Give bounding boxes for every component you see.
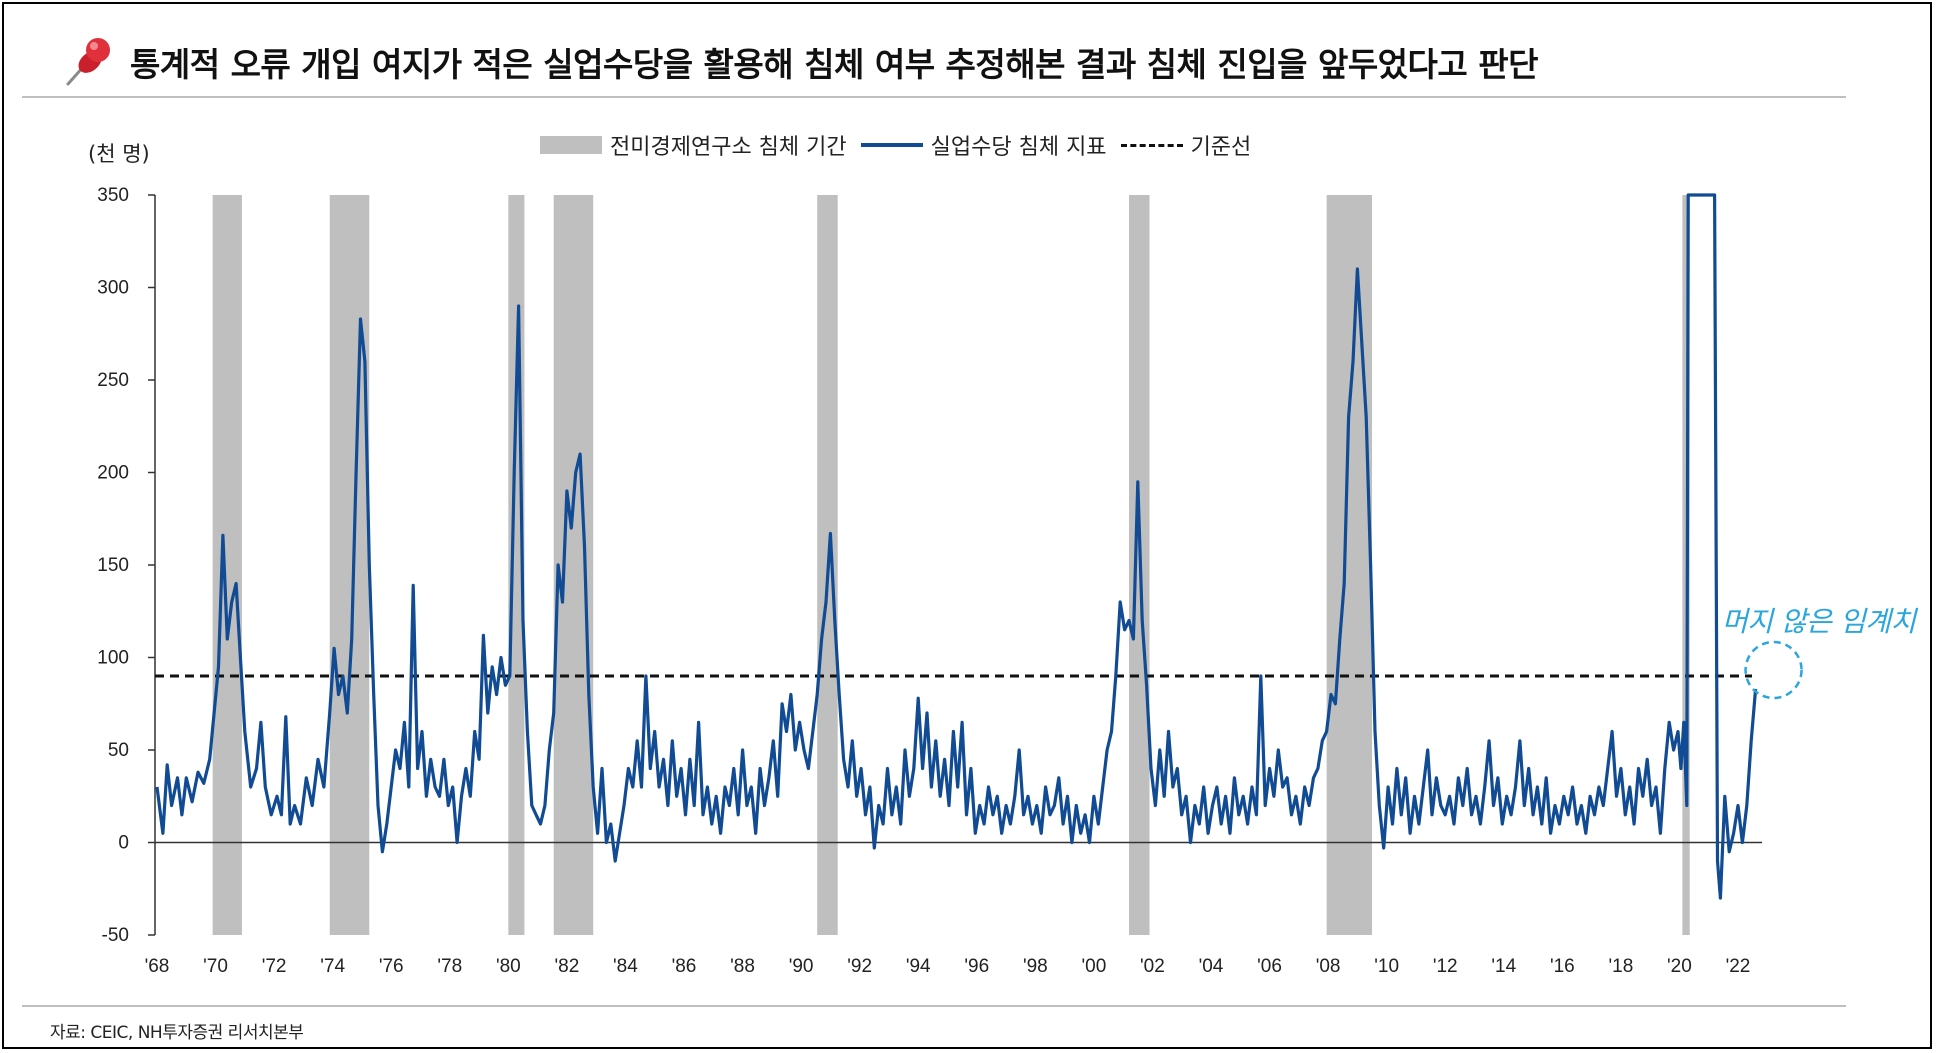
line-chart: 350 300 250 200 150 100 50 0 -50 '68 '70 '72 '74 '76 '… xyxy=(97,185,1803,977)
y-tick-label: 250 xyxy=(97,370,129,391)
x-tick-label: '22 xyxy=(1726,956,1751,977)
axes xyxy=(148,194,1762,936)
recession-band-1 xyxy=(212,195,242,935)
x-tick-label: '82 xyxy=(555,956,580,977)
x-tick-label: '98 xyxy=(1023,956,1048,977)
legend-swatch-recession xyxy=(540,136,602,154)
title-divider xyxy=(22,96,1846,98)
recession-bands xyxy=(212,195,1690,935)
recession-band-7 xyxy=(1326,195,1373,935)
x-tick-label: '78 xyxy=(437,956,462,977)
x-tick-label: '12 xyxy=(1433,956,1458,977)
y-tick-label: 100 xyxy=(97,648,129,669)
y-axis-unit-label: (천 명) xyxy=(88,142,150,166)
x-tick-label: '80 xyxy=(496,956,521,977)
x-tick-label: '74 xyxy=(320,956,345,977)
series-group xyxy=(155,193,1758,900)
title-bar: 통계적 오류 개입 여지가 적은 실업수당을 활용해 침체 여부 추정해본 결과… xyxy=(58,30,1846,96)
x-tick-label: '94 xyxy=(906,956,931,977)
y-tick-label: 0 xyxy=(118,833,129,854)
y-tick-label: 350 xyxy=(97,185,129,206)
legend-item-recession: 전미경제연구소 침체 기간 xyxy=(540,129,847,161)
tick-labels: 350 300 250 200 150 100 50 0 -50 '68 '70 '72 '74 '76 '… xyxy=(97,185,1750,977)
recession-band-2 xyxy=(329,195,370,935)
annotation-circle xyxy=(1744,640,1803,700)
x-tick-label: '96 xyxy=(964,956,989,977)
legend-item-indicator: 실업수당 침체 지표 xyxy=(860,129,1107,161)
x-tick-label: '04 xyxy=(1199,956,1224,977)
y-tick-label: 300 xyxy=(97,278,129,299)
legend-swatch-threshold xyxy=(1120,143,1183,147)
legend-item-threshold: 기준선 xyxy=(1120,129,1252,161)
source-note: 자료: CEIC, NH투자증권 리서치본부 xyxy=(50,1023,304,1043)
chart-legend: 전미경제연구소 침체 기간 실업수당 침체 지표 기준선 xyxy=(540,130,1265,160)
page-title: 통계적 오류 개입 여지가 적은 실업수당을 활용해 침체 여부 추정해본 결과… xyxy=(130,45,1538,84)
y-tick-label: 150 xyxy=(97,555,129,576)
x-tick-label: '92 xyxy=(847,956,872,977)
x-tick-label: '14 xyxy=(1491,956,1516,977)
x-tick-label: '86 xyxy=(672,956,697,977)
x-tick-label: '68 xyxy=(145,956,170,977)
x-tick-label: '10 xyxy=(1374,956,1399,977)
x-tick-label: '76 xyxy=(379,956,404,977)
x-tick-label: '72 xyxy=(262,956,287,977)
x-tick-label: '90 xyxy=(789,956,814,977)
x-tick-label: '20 xyxy=(1667,956,1692,977)
legend-label-indicator: 실업수당 침체 지표 xyxy=(930,135,1107,160)
legend-label-recession: 전미경제연구소 침체 기간 xyxy=(610,135,847,160)
series-line-indicator xyxy=(155,193,1758,900)
recession-band-4 xyxy=(553,195,594,935)
annotation-group xyxy=(1744,640,1803,700)
x-tick-label: '70 xyxy=(203,956,228,977)
x-tick-label: '84 xyxy=(613,956,638,977)
x-tick-label: '06 xyxy=(1257,956,1282,977)
x-tick-label: '18 xyxy=(1609,956,1634,977)
legend-label-threshold: 기준선 xyxy=(1190,135,1252,160)
y-tick-label: 200 xyxy=(97,463,129,484)
footer-divider xyxy=(22,1005,1846,1007)
y-tick-label: -50 xyxy=(102,925,129,946)
x-tick-label: '02 xyxy=(1140,956,1165,977)
pushpin-icon xyxy=(66,38,110,86)
annotation-label: 머지 않은 임계치 xyxy=(1722,605,1916,638)
x-tick-label: '16 xyxy=(1550,956,1575,977)
x-tick-label: '88 xyxy=(730,956,755,977)
x-tick-label: '08 xyxy=(1316,956,1341,977)
x-tick-label: '00 xyxy=(1082,956,1107,977)
legend-swatch-indicator xyxy=(860,143,923,147)
y-tick-label: 50 xyxy=(108,740,129,761)
